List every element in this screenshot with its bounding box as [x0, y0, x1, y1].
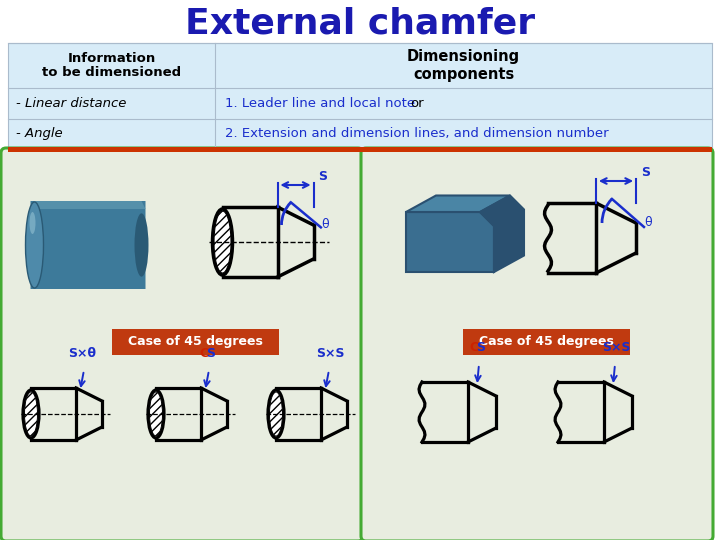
Ellipse shape	[148, 390, 164, 438]
Ellipse shape	[212, 209, 233, 275]
Ellipse shape	[25, 202, 43, 288]
Ellipse shape	[214, 211, 231, 273]
Text: S: S	[641, 166, 650, 179]
Text: S×S: S×S	[316, 347, 344, 360]
Text: External chamfer: External chamfer	[185, 6, 535, 40]
Text: - Linear distance: - Linear distance	[16, 97, 127, 110]
Ellipse shape	[269, 392, 282, 436]
Bar	[8, 147, 712, 152]
Ellipse shape	[23, 390, 39, 438]
FancyBboxPatch shape	[361, 148, 713, 540]
FancyBboxPatch shape	[112, 329, 279, 355]
Polygon shape	[480, 195, 524, 272]
Ellipse shape	[150, 392, 163, 436]
Text: or: or	[410, 97, 423, 110]
Text: Case of 45 degrees: Case of 45 degrees	[127, 335, 262, 348]
Text: θ: θ	[644, 217, 652, 230]
Text: Case of 45 degrees: Case of 45 degrees	[479, 335, 613, 348]
Ellipse shape	[135, 213, 148, 276]
FancyBboxPatch shape	[30, 201, 145, 289]
Text: C: C	[199, 347, 208, 360]
Bar	[8, 43, 712, 147]
Text: S: S	[206, 347, 215, 360]
Text: 1. Leader line and local note: 1. Leader line and local note	[225, 97, 419, 110]
Polygon shape	[406, 212, 494, 272]
Ellipse shape	[24, 392, 37, 436]
Ellipse shape	[268, 390, 284, 438]
FancyBboxPatch shape	[1, 148, 363, 540]
Ellipse shape	[30, 212, 35, 234]
Text: Information
to be dimensioned: Information to be dimensioned	[42, 51, 181, 79]
Text: Dimensioning
components: Dimensioning components	[407, 49, 520, 82]
Text: S×θ: S×θ	[68, 347, 96, 360]
Text: C: C	[469, 341, 478, 354]
Text: - Angle: - Angle	[16, 126, 63, 139]
Text: S: S	[476, 341, 485, 354]
Polygon shape	[406, 195, 510, 212]
Text: S×S: S×S	[602, 341, 631, 354]
Polygon shape	[30, 201, 145, 209]
FancyBboxPatch shape	[462, 329, 629, 355]
Text: 2. Extension and dimension lines, and dimension number: 2. Extension and dimension lines, and di…	[225, 126, 608, 139]
Text: θ: θ	[321, 218, 329, 231]
Text: S: S	[318, 170, 328, 183]
